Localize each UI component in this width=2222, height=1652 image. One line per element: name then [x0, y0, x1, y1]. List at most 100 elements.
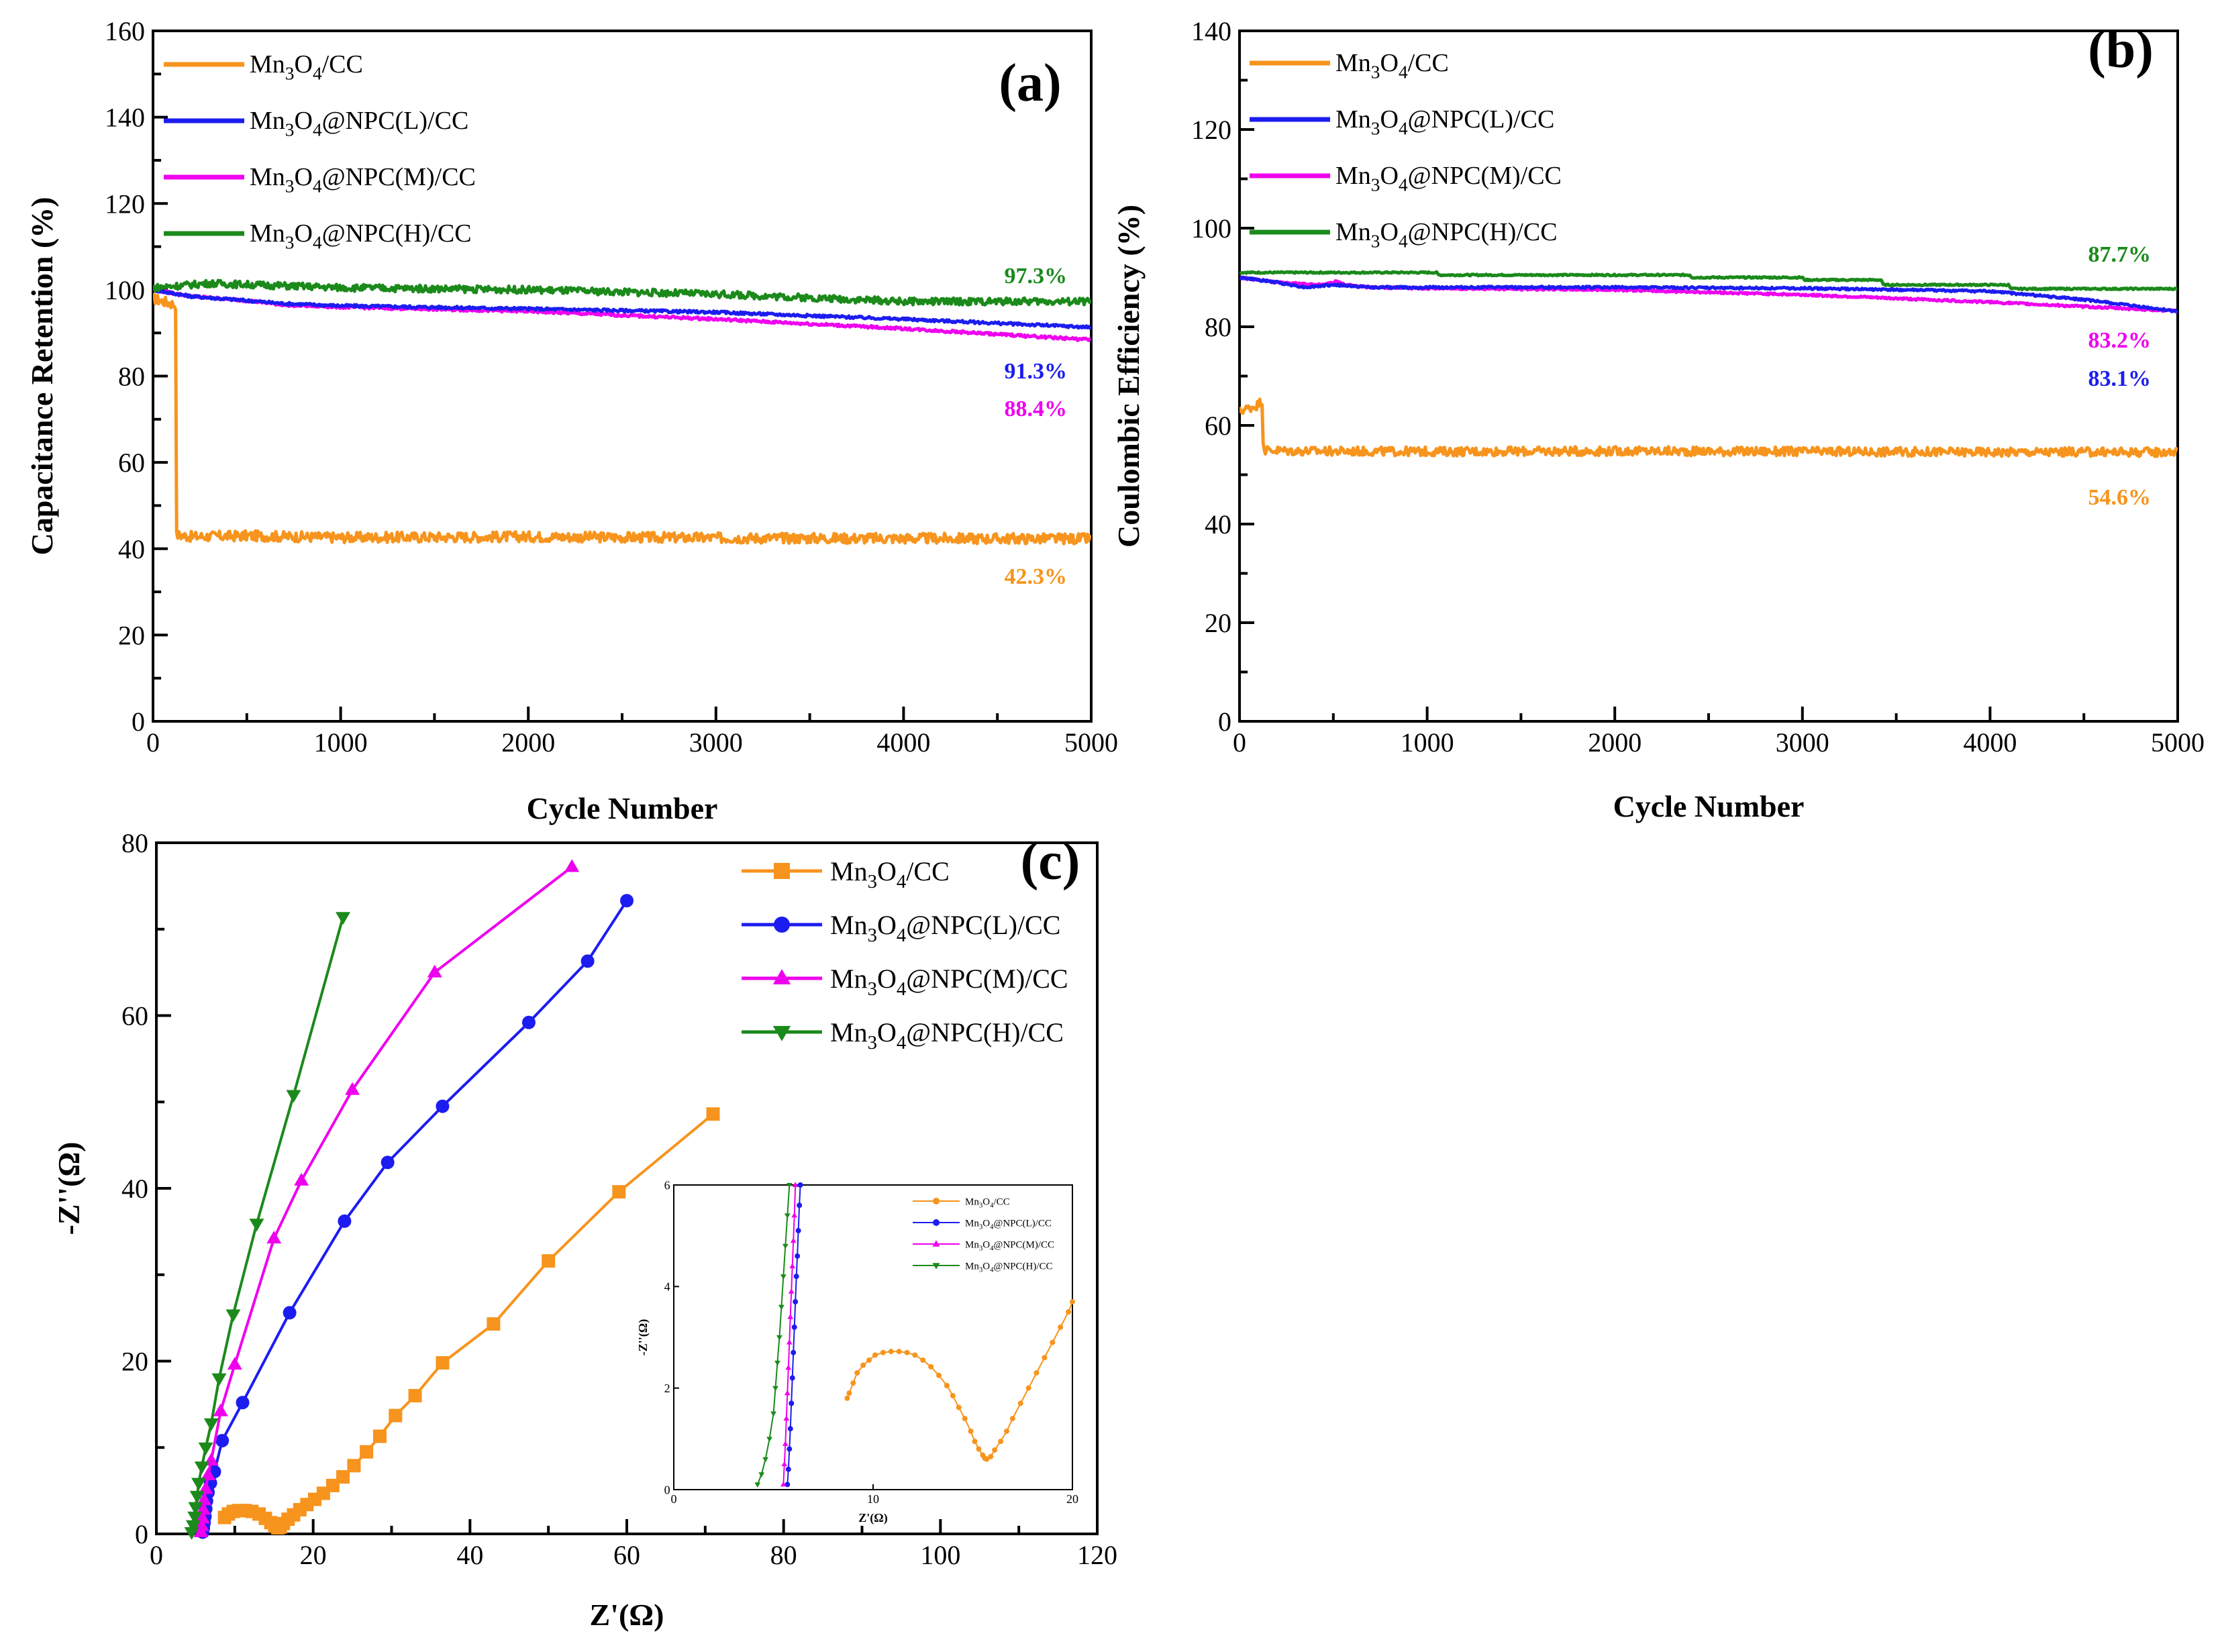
data-point: [785, 1466, 791, 1472]
legend-marker: [932, 1263, 940, 1270]
x-tick-label: 100: [920, 1540, 960, 1570]
series-line: [1240, 275, 2178, 313]
legend-marker: [933, 1219, 940, 1226]
data-point: [784, 1390, 791, 1396]
legend-label: Mn3O4@NPC(H)/CC: [1335, 218, 1558, 252]
x-tick-label: 0: [150, 1540, 163, 1570]
data-point: [787, 1446, 793, 1452]
data-point: [950, 1393, 956, 1399]
data-point: [1042, 1355, 1048, 1361]
data-point: [195, 1510, 210, 1524]
data-point: [198, 1442, 213, 1455]
data-point: [962, 1416, 968, 1422]
data-point: [920, 1357, 926, 1363]
data-point: [194, 1461, 209, 1475]
legend-label: Mn3O4@NPC(M)/CC: [1335, 162, 1562, 195]
x-tick-label: 2000: [501, 727, 555, 758]
legend-label: Mn3O4/CC: [965, 1196, 1010, 1209]
data-point: [772, 1386, 778, 1392]
series-line: [153, 293, 1091, 546]
legend-label: Mn3O4@NPC(L)/CC: [1335, 105, 1554, 139]
data-point: [787, 1426, 793, 1432]
inset-background: [674, 1185, 1072, 1490]
data-point: [780, 1274, 787, 1280]
data-point: [620, 894, 634, 908]
data-point: [846, 1390, 852, 1396]
x-tick-label: 0: [671, 1492, 677, 1506]
data-point: [788, 1288, 795, 1294]
data-point: [211, 1373, 227, 1386]
data-point: [944, 1382, 950, 1388]
data-point: [1025, 1385, 1031, 1391]
data-point: [758, 1472, 765, 1478]
y-tick-label: 80: [121, 828, 148, 858]
data-point: [791, 1349, 797, 1355]
x-tick-label: 4000: [876, 727, 930, 758]
y-tick-label: 120: [105, 189, 145, 219]
legend-label: Mn3O4@NPC(M)/CC: [830, 964, 1068, 1000]
panel-label: (b): [2088, 20, 2154, 79]
data-point: [792, 1182, 799, 1187]
data-label: 97.3%: [1005, 264, 1068, 289]
legend-label: Mn3O4@NPC(M)/CC: [250, 163, 476, 197]
data-point: [780, 1481, 787, 1487]
data-point: [860, 1362, 866, 1368]
data-point: [797, 1182, 803, 1188]
y-tick-label: 120: [1191, 115, 1231, 145]
y-axis-title: Coulombic Efficiency (%): [1111, 205, 1146, 548]
data-point: [580, 954, 595, 968]
legend-label: Mn3O4@NPC(H)/CC: [965, 1261, 1053, 1274]
x-tick-label: 40: [456, 1540, 483, 1570]
y-tick-label: 0: [132, 707, 145, 737]
x-tick-label: 60: [613, 1540, 640, 1570]
legend-marker: [932, 1240, 940, 1247]
data-point: [225, 1309, 241, 1323]
data-point: [1033, 1370, 1040, 1376]
y-tick-label: 160: [105, 16, 145, 46]
y-tick-label: 6: [664, 1178, 670, 1192]
data-point: [487, 1317, 501, 1331]
data-point: [336, 912, 351, 925]
data-point: [191, 1478, 207, 1491]
data-point: [936, 1372, 942, 1378]
data-point: [266, 1231, 282, 1244]
x-tick-label: 20: [1066, 1492, 1078, 1506]
y-tick-label: 100: [1191, 213, 1231, 244]
x-tick-label: 0: [1233, 727, 1246, 758]
data-point: [249, 1219, 264, 1232]
y-tick-label: 60: [1205, 411, 1231, 441]
series-line: [201, 900, 628, 1533]
data-point: [787, 1314, 794, 1319]
data-point: [408, 1389, 422, 1402]
y-tick-label: 140: [105, 103, 145, 133]
legend-marker: [772, 1026, 791, 1041]
data-point: [201, 1467, 216, 1480]
data-point: [782, 1243, 789, 1249]
series-line: [153, 287, 1091, 330]
data-point: [888, 1349, 894, 1355]
legend: Mn3O4/CC Mn3O4@NPC(L)/CC Mn3O4@NPC(M)/CC Mn…: [164, 50, 476, 253]
data-point: [774, 1360, 780, 1366]
data-point: [436, 1099, 450, 1113]
data-point: [912, 1352, 918, 1358]
data-point: [789, 1400, 795, 1406]
data-point: [197, 1492, 212, 1506]
data-point: [360, 1445, 374, 1459]
data-point: [872, 1352, 878, 1358]
legend-label: Mn3O4/CC: [250, 50, 363, 84]
x-tick-label: 10: [867, 1492, 879, 1506]
y-tick-label: 80: [1205, 312, 1231, 342]
data-point: [372, 1429, 387, 1443]
data-point: [984, 1456, 990, 1462]
panel-label: (a): [999, 54, 1061, 113]
legend: Mn3O4/CC Mn3O4@NPC(L)/CC Mn3O4@NPC(M)/CC Mn…: [742, 856, 1068, 1053]
data-point: [564, 859, 580, 872]
legend-marker: [933, 1198, 940, 1204]
data-point: [1017, 1400, 1023, 1406]
data-point: [797, 1202, 803, 1208]
y-tick-label: 40: [118, 534, 145, 564]
data-point: [336, 1470, 350, 1484]
x-tick-label: 2000: [1588, 727, 1642, 758]
legend-label: Mn3O4@NPC(M)/CC: [965, 1239, 1054, 1252]
y-axis-title: -Z''(Ω): [52, 1141, 86, 1235]
